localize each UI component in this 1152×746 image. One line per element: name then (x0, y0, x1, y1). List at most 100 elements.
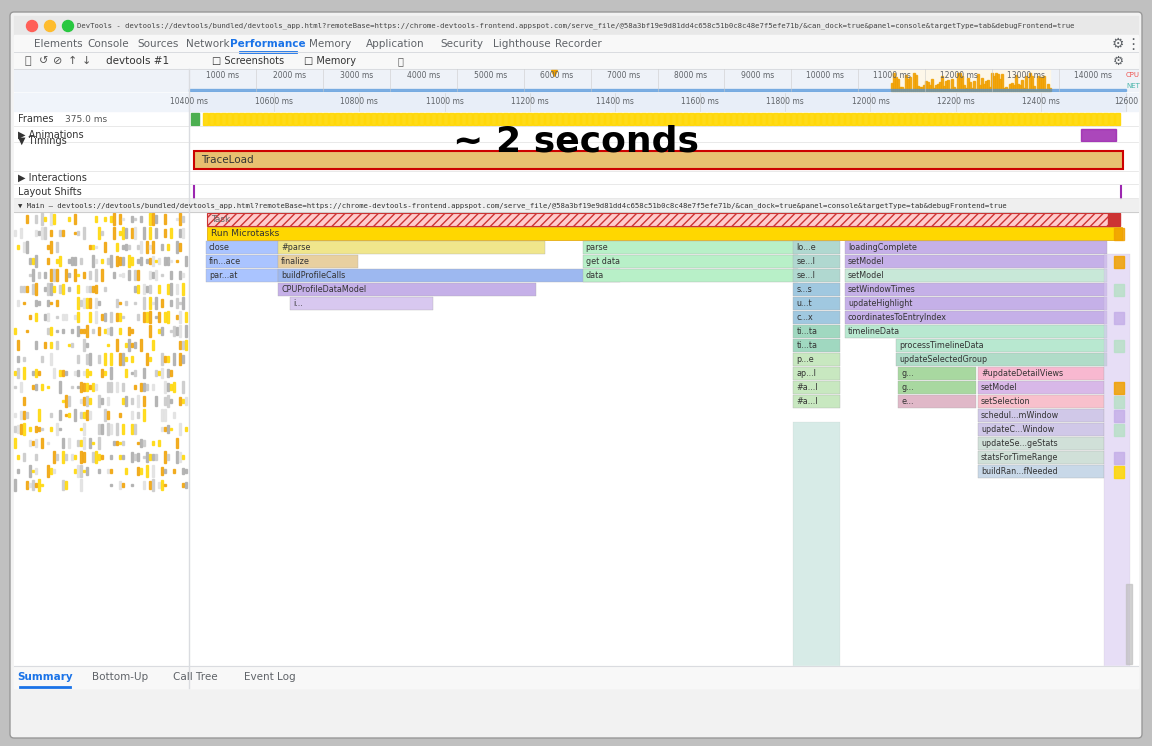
Bar (20, 286, 22, 292)
Bar (920, 87, 923, 91)
Bar (206, 255, 278, 268)
Bar (1049, 113, 1054, 125)
Bar (143, 409, 145, 421)
Bar (290, 297, 433, 310)
Bar (449, 113, 454, 125)
Text: 🗑: 🗑 (397, 56, 403, 66)
Bar (173, 382, 175, 392)
Bar (995, 113, 1000, 125)
Bar (1001, 74, 1002, 91)
Bar (119, 257, 121, 265)
Bar (89, 312, 91, 322)
Bar (149, 454, 151, 460)
Bar (1037, 75, 1038, 91)
Bar (86, 286, 88, 292)
Bar (173, 353, 175, 365)
Bar (389, 113, 394, 125)
Bar (47, 442, 50, 445)
Bar (978, 423, 1104, 436)
Bar (659, 113, 664, 125)
Bar (1031, 76, 1032, 91)
Bar (1114, 466, 1124, 478)
Text: ti...ta: ti...ta (796, 340, 818, 349)
Bar (341, 113, 346, 125)
Bar (131, 424, 132, 434)
Bar (146, 452, 147, 462)
Bar (929, 113, 934, 125)
Text: loadingComplete: loadingComplete (848, 242, 917, 251)
Text: updateSe...geStats: updateSe...geStats (982, 439, 1058, 448)
Bar (35, 254, 37, 267)
Bar (176, 260, 179, 262)
Bar (953, 113, 958, 125)
Bar (47, 283, 50, 295)
Bar (113, 213, 115, 225)
Bar (317, 113, 323, 125)
Bar (50, 231, 52, 236)
Bar (207, 213, 1109, 226)
Bar (116, 441, 118, 445)
Text: s...s: s...s (796, 284, 812, 293)
Text: ▶ Animations: ▶ Animations (18, 130, 84, 140)
Circle shape (45, 20, 55, 31)
Bar (44, 314, 46, 320)
Bar (71, 329, 73, 333)
Bar (143, 456, 145, 458)
Bar (32, 384, 35, 389)
Bar (23, 411, 25, 419)
Bar (149, 228, 151, 239)
Bar (137, 412, 139, 418)
Bar (893, 113, 899, 125)
Bar (161, 243, 162, 251)
Bar (122, 383, 124, 391)
Bar (122, 483, 124, 487)
Bar (79, 300, 82, 307)
Bar (47, 300, 50, 306)
Text: c...x: c...x (796, 313, 813, 322)
Bar (89, 385, 91, 389)
Bar (1043, 113, 1048, 125)
Bar (156, 228, 157, 238)
Bar (23, 423, 25, 435)
Bar (56, 341, 58, 349)
Bar (1079, 113, 1084, 125)
Bar (569, 113, 574, 125)
Text: 10400 ms: 10400 ms (170, 98, 209, 107)
Bar (20, 382, 22, 392)
Bar (14, 16, 1138, 36)
Bar (101, 259, 103, 263)
Bar (503, 113, 508, 125)
Bar (71, 257, 73, 265)
Bar (143, 369, 145, 377)
Bar (719, 113, 723, 125)
Bar (1034, 90, 1037, 91)
Text: 2000 ms: 2000 ms (273, 72, 306, 81)
Bar (179, 397, 181, 405)
Bar (191, 113, 199, 125)
Bar (122, 441, 124, 445)
Bar (961, 75, 963, 91)
Text: finalize: finalize (281, 257, 310, 266)
Bar (137, 454, 139, 460)
Bar (14, 199, 1138, 212)
Bar (176, 284, 179, 294)
Bar (94, 269, 97, 281)
Bar (32, 442, 35, 445)
Bar (68, 273, 70, 277)
Bar (461, 113, 467, 125)
Bar (179, 302, 181, 304)
Bar (767, 113, 772, 125)
Bar (1073, 113, 1078, 125)
Bar (101, 231, 103, 235)
Bar (83, 437, 85, 448)
Bar (29, 274, 31, 276)
Bar (907, 79, 909, 91)
Bar (149, 271, 151, 279)
Bar (1045, 89, 1046, 91)
Bar (1025, 113, 1030, 125)
Bar (164, 214, 166, 224)
Bar (943, 87, 945, 91)
Bar (955, 89, 956, 91)
Bar (56, 300, 58, 306)
Bar (94, 259, 97, 263)
